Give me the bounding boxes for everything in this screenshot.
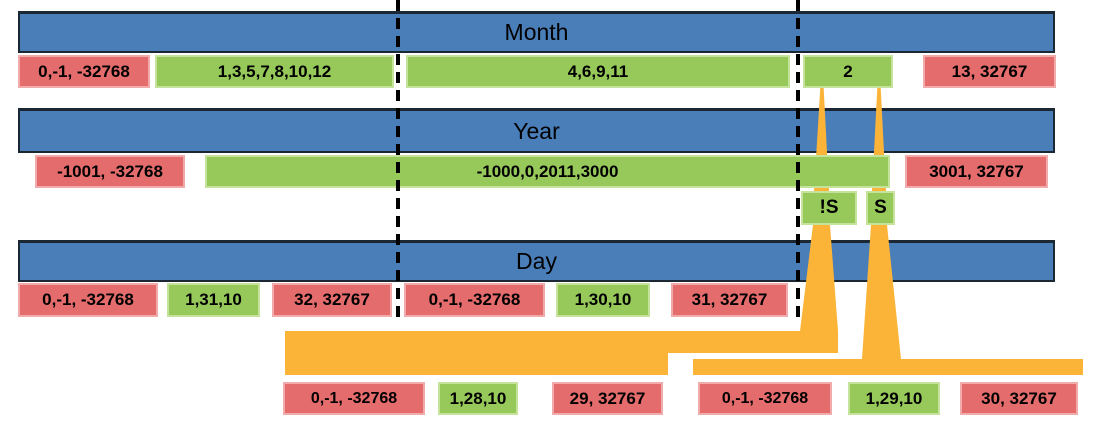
feb28-connector-bar bbox=[285, 331, 838, 353]
leap-funnel bbox=[862, 225, 901, 359]
day-class-m30-invalid-low: 0,-1, -32768 bbox=[404, 283, 545, 317]
month-class-invalid-high: 13, 32767 bbox=[923, 55, 1056, 88]
leap-flag-box: S bbox=[866, 191, 895, 225]
year-class-valid: -1000,0,2011,3000 bbox=[205, 155, 890, 188]
year-bar-label: Year bbox=[513, 117, 560, 144]
day-class-m31-invalid-high: 32, 32767 bbox=[272, 283, 392, 317]
feb28-class-valid: 1,28,10 bbox=[438, 382, 518, 415]
dashed-guideline-right bbox=[796, 0, 800, 320]
day-class-m30-invalid-high: 31, 32767 bbox=[671, 283, 788, 317]
feb28-class-invalid-high: 29, 32767 bbox=[552, 382, 663, 415]
nonleap-funnel bbox=[800, 225, 838, 331]
nonleap-flag-box: !S bbox=[801, 191, 857, 225]
dashed-guideline-left bbox=[396, 0, 400, 318]
month-class-31-day-months: 1,3,5,7,8,10,12 bbox=[155, 55, 394, 88]
month-class-invalid-low: 0,-1, -32768 bbox=[18, 55, 150, 88]
feb29-class-invalid-low: 0,-1, -32768 bbox=[698, 382, 832, 415]
year-class-invalid-low: -1001, -32768 bbox=[35, 155, 185, 188]
feb29-class-valid: 1,29,10 bbox=[848, 382, 940, 415]
month-class-30-day-months: 4,6,9,11 bbox=[406, 55, 790, 88]
month-bar-label: Month bbox=[504, 19, 569, 45]
day-bar-label: Day bbox=[516, 248, 557, 274]
feb28-class-invalid-low: 0,-1, -32768 bbox=[283, 382, 425, 415]
month-class-february: 2 bbox=[803, 55, 893, 88]
feb29-class-invalid-high: 30, 32767 bbox=[960, 382, 1078, 415]
feb29-connector-bar bbox=[693, 359, 1083, 375]
day-class-m31-valid: 1,31,10 bbox=[167, 283, 260, 317]
day-class-m30-valid: 1,30,10 bbox=[556, 283, 650, 317]
year-class-invalid-high: 3001, 32767 bbox=[905, 155, 1048, 188]
feb28-connector-bar-thick bbox=[285, 353, 668, 375]
month-bar: Month bbox=[18, 11, 1055, 53]
day-class-m31-invalid-low: 0,-1, -32768 bbox=[18, 283, 158, 317]
